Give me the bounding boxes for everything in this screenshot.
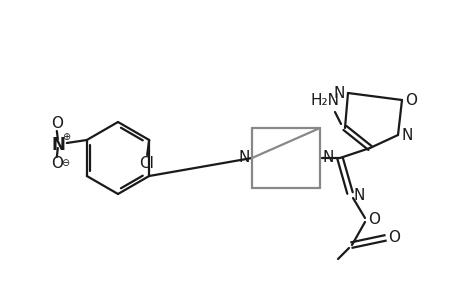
Text: O: O [50, 157, 63, 172]
Text: N: N [353, 188, 364, 202]
Text: O: O [387, 230, 399, 245]
Text: N: N [52, 136, 66, 154]
Text: ⊕: ⊕ [62, 132, 70, 142]
Text: H₂N: H₂N [310, 92, 339, 107]
Text: ⊖: ⊖ [61, 158, 69, 168]
Text: N: N [322, 151, 333, 166]
Text: N: N [400, 128, 412, 142]
Text: O: O [404, 92, 416, 107]
Text: O: O [50, 116, 63, 131]
Text: N: N [238, 151, 249, 166]
Text: O: O [367, 212, 379, 227]
Text: N: N [333, 85, 344, 100]
Text: Cl: Cl [139, 157, 153, 172]
